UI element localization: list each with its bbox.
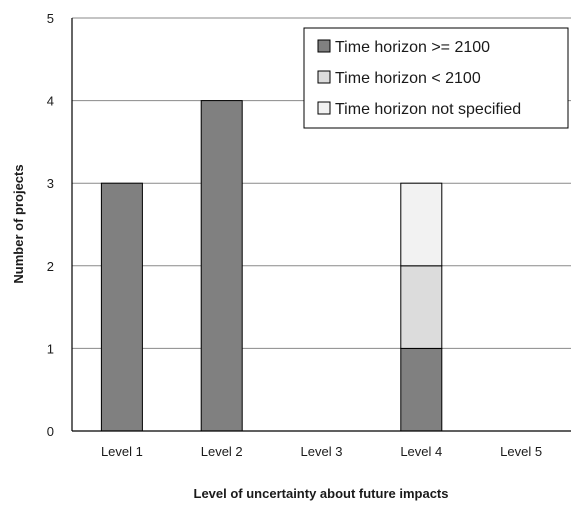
legend: Time horizon >= 2100 Time horizon < 2100 T… bbox=[303, 27, 569, 129]
bars bbox=[100, 100, 443, 432]
y-axis-title: Number of projects bbox=[11, 164, 26, 283]
x-tick-label: Level 2 bbox=[201, 444, 243, 459]
y-tick-labels: 0 1 2 3 4 5 bbox=[47, 11, 54, 439]
y-tick-label: 1 bbox=[47, 341, 54, 356]
bar-segment bbox=[400, 182, 443, 267]
bar-segment bbox=[200, 100, 243, 432]
y-tick-label: 3 bbox=[47, 176, 54, 191]
bar-segment bbox=[400, 347, 443, 432]
x-tick-labels: Level 1 Level 2 Level 3 Level 4 Level 5 bbox=[101, 444, 542, 459]
y-tick-label: 2 bbox=[47, 259, 54, 274]
legend-swatch bbox=[317, 70, 331, 84]
y-tick-label: 4 bbox=[47, 94, 54, 109]
bar-segment bbox=[100, 182, 143, 432]
legend-swatch bbox=[317, 39, 331, 53]
y-tick-label: 5 bbox=[47, 11, 54, 26]
legend-label: Time horizon not specified bbox=[335, 101, 521, 118]
x-tick-label: Level 5 bbox=[500, 444, 542, 459]
x-tick-label: Level 4 bbox=[400, 444, 442, 459]
axes bbox=[71, 18, 571, 432]
legend-swatch bbox=[317, 101, 331, 115]
legend-label: Time horizon >= 2100 bbox=[335, 39, 490, 56]
x-tick-label: Level 1 bbox=[101, 444, 143, 459]
x-axis-title: Level of uncertainty about future impact… bbox=[194, 486, 449, 501]
legend-box bbox=[303, 27, 569, 129]
x-tick-label: Level 3 bbox=[301, 444, 343, 459]
bar-segment bbox=[400, 265, 443, 349]
legend-label: Time horizon < 2100 bbox=[335, 70, 481, 87]
y-tick-label: 0 bbox=[47, 424, 54, 439]
